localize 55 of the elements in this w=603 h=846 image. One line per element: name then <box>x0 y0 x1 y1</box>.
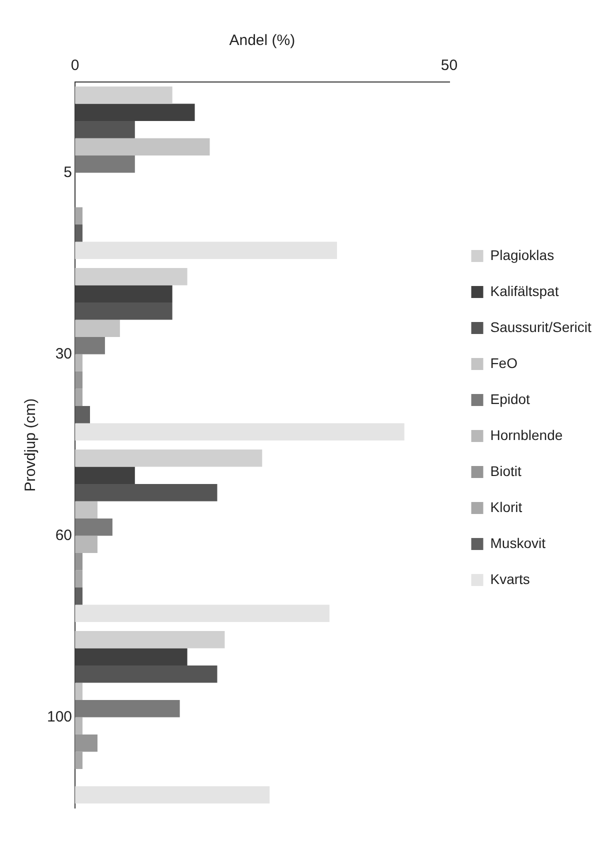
legend-label: FeO <box>490 354 518 371</box>
bar <box>75 224 83 242</box>
bar <box>75 518 112 536</box>
bar <box>75 207 83 224</box>
bar <box>75 320 120 338</box>
x-axis-title: Andel (%) <box>229 32 296 50</box>
bar <box>75 354 83 372</box>
bar <box>75 786 270 804</box>
bar <box>75 268 188 286</box>
bar <box>75 631 225 648</box>
bar <box>75 156 135 173</box>
bar <box>75 587 83 605</box>
bar <box>75 734 98 752</box>
bar <box>75 666 218 683</box>
bar <box>75 450 262 467</box>
bar <box>75 104 195 122</box>
legend-label: Kalifältspat <box>490 282 559 299</box>
bar <box>75 466 135 484</box>
bar <box>75 552 83 570</box>
bar <box>75 536 98 553</box>
y-tick-label: 100 <box>46 708 72 726</box>
y-tick-label: 60 <box>55 526 72 544</box>
x-tick-label: 0 <box>70 57 80 74</box>
bar <box>75 406 90 424</box>
bar <box>75 484 218 502</box>
bar <box>75 604 330 622</box>
legend-label: Biotit <box>490 462 522 479</box>
bar <box>75 682 83 700</box>
legend-label: Epidot <box>490 390 530 407</box>
bar <box>75 700 180 718</box>
bar <box>75 86 172 104</box>
y-axis-title: Provdjup (cm) <box>22 398 40 492</box>
legend-label: Kvarts <box>490 570 530 587</box>
legend-label: Saussurit/Sericit <box>490 318 592 335</box>
bar <box>75 501 98 519</box>
bar <box>75 423 404 440</box>
bar <box>75 121 135 138</box>
legend-label: Hornblende <box>490 426 563 443</box>
bar <box>75 302 172 320</box>
bar <box>75 371 83 389</box>
bar <box>75 648 188 666</box>
x-tick-label: 50 <box>440 57 458 74</box>
bar <box>75 570 83 588</box>
bar <box>75 242 337 259</box>
legend-label: Klorit <box>490 498 522 515</box>
bar <box>75 285 172 303</box>
bar <box>75 138 210 156</box>
y-tick-label: 5 <box>64 164 72 181</box>
bar <box>75 337 105 354</box>
y-tick-label: 30 <box>55 345 72 362</box>
legend-label: Plagioklas <box>490 246 554 263</box>
legend-label: Muskovit <box>490 534 546 551</box>
bar <box>75 752 83 769</box>
bar <box>75 717 83 734</box>
bar <box>75 388 83 406</box>
